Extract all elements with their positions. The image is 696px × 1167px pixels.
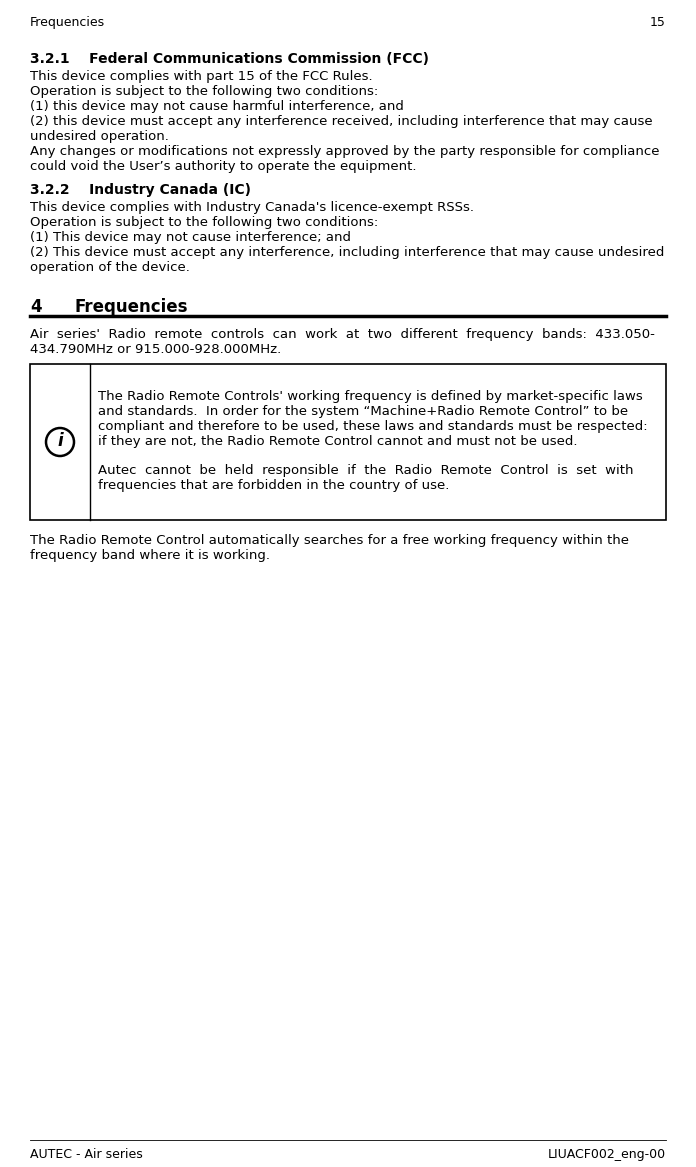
Text: frequencies that are forbidden in the country of use.: frequencies that are forbidden in the co… <box>98 478 450 492</box>
Text: and standards.  In order for the system “Machine+Radio Remote Control” to be: and standards. In order for the system “… <box>98 405 628 418</box>
Text: (2) this device must accept any interference received, including interference th: (2) this device must accept any interfer… <box>30 116 653 128</box>
Text: Autec  cannot  be  held  responsible  if  the  Radio  Remote  Control  is  set  : Autec cannot be held responsible if the … <box>98 464 633 477</box>
Text: Operation is subject to the following two conditions:: Operation is subject to the following tw… <box>30 85 378 98</box>
Text: 15: 15 <box>650 16 666 29</box>
Text: LIUACF002_eng-00: LIUACF002_eng-00 <box>548 1148 666 1161</box>
Text: Air  series'  Radio  remote  controls  can  work  at  two  different  frequency : Air series' Radio remote controls can wo… <box>30 328 655 341</box>
Text: 4: 4 <box>30 298 42 316</box>
Bar <box>30 364 666 520</box>
Text: Frequencies: Frequencies <box>74 298 187 316</box>
Text: AUTEC - Air series: AUTEC - Air series <box>30 1148 143 1161</box>
Text: Operation is subject to the following two conditions:: Operation is subject to the following tw… <box>30 216 378 229</box>
Text: 3.2.1    Federal Communications Commission (FCC): 3.2.1 Federal Communications Commission … <box>30 53 429 67</box>
Text: The Radio Remote Controls' working frequency is defined by market-specific laws: The Radio Remote Controls' working frequ… <box>98 390 642 403</box>
Text: compliant and therefore to be used, these laws and standards must be respected:: compliant and therefore to be used, thes… <box>98 420 647 433</box>
Text: 3.2.2    Industry Canada (IC): 3.2.2 Industry Canada (IC) <box>30 183 251 197</box>
Text: Any changes or modifications not expressly approved by the party responsible for: Any changes or modifications not express… <box>30 145 660 158</box>
Text: Frequencies: Frequencies <box>30 16 105 29</box>
Text: (1) this device may not cause harmful interference, and: (1) this device may not cause harmful in… <box>30 100 404 113</box>
Text: operation of the device.: operation of the device. <box>30 261 190 274</box>
Text: frequency band where it is working.: frequency band where it is working. <box>30 548 270 562</box>
Text: The Radio Remote Control automatically searches for a free working frequency wit: The Radio Remote Control automatically s… <box>30 534 629 547</box>
Text: could void the User’s authority to operate the equipment.: could void the User’s authority to opera… <box>30 160 416 173</box>
Text: undesired operation.: undesired operation. <box>30 130 169 144</box>
Text: This device complies with part 15 of the FCC Rules.: This device complies with part 15 of the… <box>30 70 372 83</box>
Bar <box>30 364 666 520</box>
Text: 434.790MHz or 915.000-928.000MHz.: 434.790MHz or 915.000-928.000MHz. <box>30 343 281 356</box>
Text: This device complies with Industry Canada's licence-exempt RSSs.: This device complies with Industry Canad… <box>30 201 474 214</box>
Text: (1) This device may not cause interference; and: (1) This device may not cause interferen… <box>30 231 351 244</box>
Text: (2) This device must accept any interference, including interference that may ca: (2) This device must accept any interfer… <box>30 246 665 259</box>
Text: if they are not, the Radio Remote Control cannot and must not be used.: if they are not, the Radio Remote Contro… <box>98 435 578 448</box>
Text: i: i <box>57 432 63 450</box>
